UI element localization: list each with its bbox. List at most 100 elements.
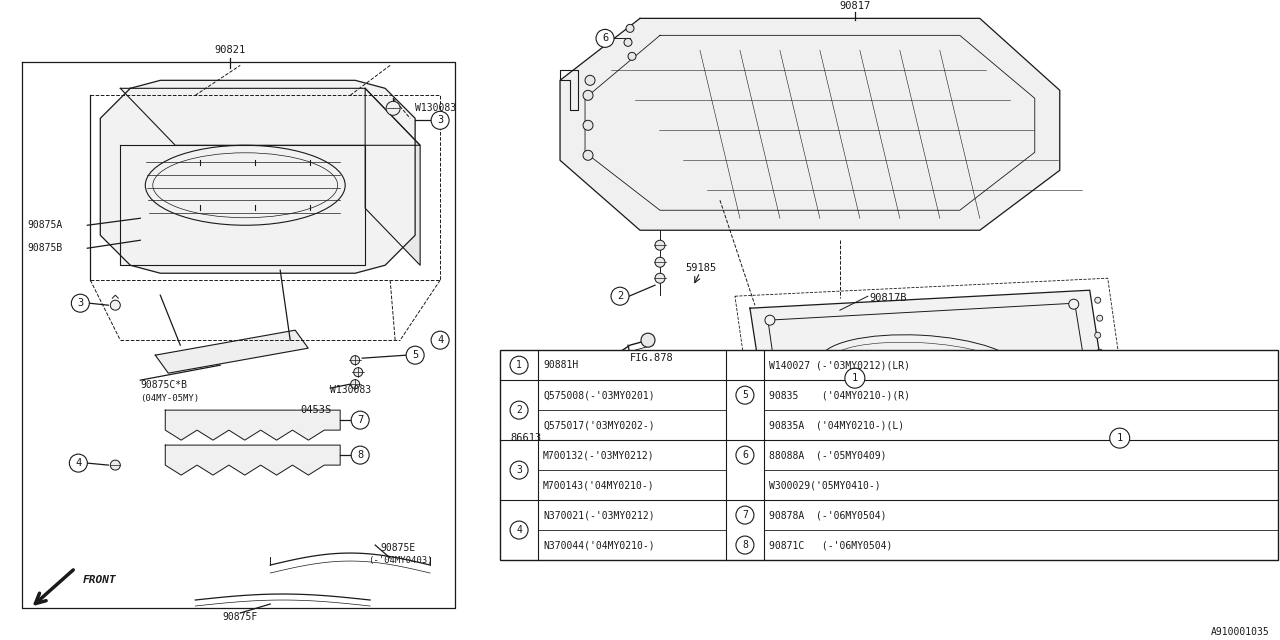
Circle shape (641, 333, 655, 347)
Circle shape (351, 411, 369, 429)
Text: 90881H: 90881H (543, 360, 579, 370)
Text: 90875B: 90875B (27, 243, 63, 253)
Text: 6: 6 (602, 33, 608, 44)
Circle shape (431, 331, 449, 349)
Circle shape (845, 368, 865, 388)
Circle shape (1097, 382, 1103, 388)
Text: 86613: 86613 (509, 433, 541, 443)
Text: W130083: W130083 (415, 103, 456, 113)
Text: 1: 1 (851, 373, 858, 383)
Circle shape (353, 367, 362, 377)
Text: 5: 5 (742, 390, 748, 400)
Polygon shape (120, 88, 420, 145)
Polygon shape (750, 290, 1110, 438)
Text: 90821: 90821 (215, 45, 246, 55)
Text: Q575008(-'03MY0201): Q575008(-'03MY0201) (543, 390, 654, 400)
Circle shape (611, 287, 628, 305)
Text: 2: 2 (516, 405, 522, 415)
Bar (500, 350, 1277, 560)
Circle shape (351, 356, 360, 365)
Polygon shape (165, 410, 340, 440)
Circle shape (736, 536, 754, 554)
Text: 1: 1 (1116, 433, 1123, 443)
Circle shape (736, 386, 754, 404)
Circle shape (655, 240, 666, 250)
Circle shape (628, 52, 636, 60)
Text: 90875E: 90875E (380, 543, 416, 553)
Circle shape (509, 461, 529, 479)
Circle shape (765, 315, 774, 325)
Circle shape (1069, 300, 1079, 309)
Text: 2: 2 (617, 291, 623, 301)
Circle shape (538, 433, 552, 447)
Circle shape (431, 111, 449, 129)
Text: 4: 4 (76, 458, 82, 468)
Text: 6: 6 (742, 450, 748, 460)
Polygon shape (561, 19, 1060, 230)
Circle shape (1094, 332, 1101, 338)
Text: 7: 7 (742, 510, 748, 520)
Circle shape (736, 506, 754, 524)
Text: 8: 8 (742, 540, 748, 550)
Text: 4: 4 (436, 335, 443, 345)
Circle shape (110, 300, 120, 310)
Circle shape (387, 101, 401, 115)
Text: W130083: W130083 (330, 385, 371, 395)
Text: 90871C   (-'06MY0504): 90871C (-'06MY0504) (769, 540, 892, 550)
Circle shape (1084, 403, 1094, 413)
Text: Q575017('03MY0202-): Q575017('03MY0202-) (543, 420, 654, 430)
Circle shape (736, 446, 754, 464)
Polygon shape (155, 330, 308, 373)
Polygon shape (100, 81, 415, 273)
Text: 90875F: 90875F (223, 612, 257, 622)
Circle shape (72, 294, 90, 312)
Circle shape (69, 454, 87, 472)
Text: 90817B: 90817B (870, 293, 908, 303)
Circle shape (509, 521, 529, 539)
Text: N370044('04MY0210-): N370044('04MY0210-) (543, 540, 654, 550)
Text: 7: 7 (357, 415, 364, 425)
Circle shape (626, 24, 634, 33)
Polygon shape (365, 88, 420, 265)
Text: (-'04MY0403): (-'04MY0403) (369, 556, 433, 564)
Text: 90875A: 90875A (27, 220, 63, 230)
Text: 59185: 59185 (685, 263, 717, 273)
Text: M700132(-'03MY0212): M700132(-'03MY0212) (543, 450, 654, 460)
Circle shape (582, 150, 593, 160)
Text: 5: 5 (412, 350, 419, 360)
Text: 8: 8 (357, 450, 364, 460)
Text: W300029('05MY0410-): W300029('05MY0410-) (769, 480, 881, 490)
Circle shape (351, 446, 369, 464)
Circle shape (509, 401, 529, 419)
Text: W140027 (-'03MY0212)(LR): W140027 (-'03MY0212)(LR) (769, 360, 910, 370)
Text: 3: 3 (77, 298, 83, 308)
Circle shape (509, 356, 529, 374)
Text: 90835    ('04MY0210-)(R): 90835 ('04MY0210-)(R) (769, 390, 910, 400)
Polygon shape (165, 445, 340, 475)
Text: 0453S: 0453S (301, 405, 332, 415)
Circle shape (625, 38, 632, 46)
Text: 3: 3 (516, 465, 522, 475)
Circle shape (1094, 365, 1101, 371)
Text: 4: 4 (516, 525, 522, 535)
Circle shape (1094, 399, 1101, 405)
Circle shape (1097, 349, 1103, 355)
Text: 90835A  ('04MY0210-)(L): 90835A ('04MY0210-)(L) (769, 420, 904, 430)
Text: A910001035: A910001035 (1211, 627, 1270, 637)
Polygon shape (120, 145, 365, 265)
Text: 3: 3 (436, 115, 443, 125)
Circle shape (351, 380, 360, 388)
Circle shape (585, 76, 595, 85)
Circle shape (1110, 428, 1130, 448)
Text: FIG.878: FIG.878 (630, 353, 673, 363)
Circle shape (1094, 297, 1101, 303)
Circle shape (655, 273, 666, 284)
Text: 88088A  (-'05MY0409): 88088A (-'05MY0409) (769, 450, 887, 460)
Circle shape (406, 346, 424, 364)
Circle shape (596, 29, 614, 47)
Circle shape (582, 90, 593, 100)
Text: 90878A  (-'06MY0504): 90878A (-'06MY0504) (769, 510, 887, 520)
Text: M700143('04MY0210-): M700143('04MY0210-) (543, 480, 654, 490)
Text: 1: 1 (516, 360, 522, 370)
Text: 90875C*B: 90875C*B (141, 380, 187, 390)
